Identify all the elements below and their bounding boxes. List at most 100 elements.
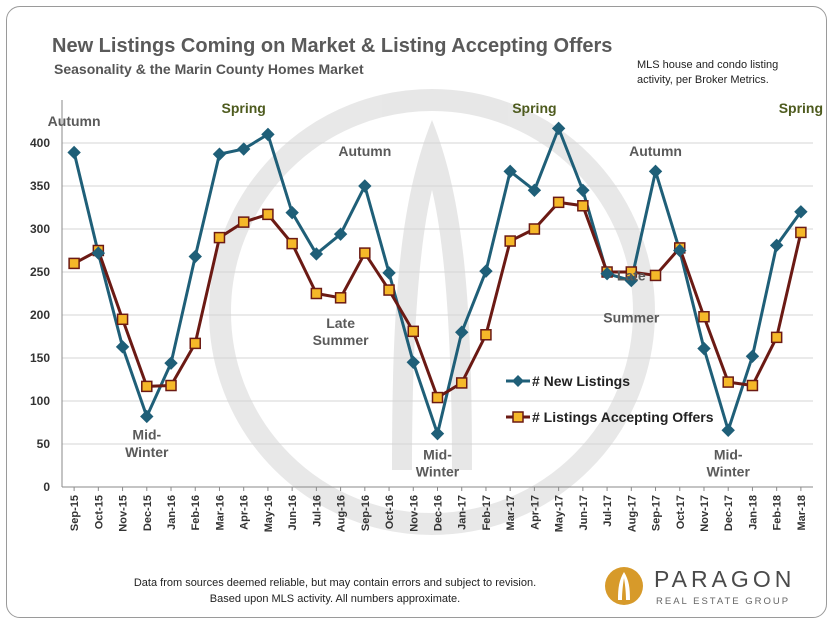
data-point-accepting-offers (116, 313, 129, 326)
x-tick-label: May-17 (554, 495, 566, 532)
x-tick-label: Nov-16 (408, 495, 420, 532)
x-tick-label: Apr-17 (529, 495, 541, 530)
data-point-new-listings (673, 243, 687, 258)
annotation-label: Winter (125, 444, 169, 460)
data-point-new-listings (140, 409, 154, 424)
data-point-new-listings (624, 273, 639, 288)
annotation-label: Spring (222, 100, 266, 116)
data-point-new-listings (188, 249, 202, 264)
legend-marker-new-listings (512, 375, 524, 387)
data-point-new-listings (551, 121, 566, 136)
annotation-label: Spring (512, 100, 556, 116)
data-point-accepting-offers (359, 247, 371, 259)
y-tick-label: 200 (30, 308, 50, 322)
y-tick-label: 400 (30, 136, 50, 150)
x-tick-label: Sep-17 (651, 495, 663, 531)
data-point-accepting-offers (334, 292, 347, 304)
y-tick-label: 350 (30, 179, 50, 193)
x-tick-label: Jul-16 (311, 495, 323, 527)
data-point-accepting-offers (237, 216, 250, 228)
data-point-new-listings (115, 340, 130, 354)
annotation-label: Winter (416, 464, 460, 480)
line-chart: 0 50 100 150 200 250 300 350 400 Sep-15 Oct-15 Nov-… (30, 89, 823, 535)
data-point-accepting-offers (577, 200, 589, 212)
watermark-mark (392, 120, 472, 470)
x-tick-label: Oct-15 (93, 495, 105, 529)
data-point-accepting-offers (68, 257, 80, 270)
x-tick-label: Sep-16 (360, 495, 372, 531)
data-point-new-listings (697, 341, 711, 356)
footer-line-2: Based upon MLS activity. All numbers app… (209, 593, 461, 605)
data-point-accepting-offers (698, 310, 710, 323)
data-point-new-listings (600, 267, 614, 281)
data-point-new-listings (236, 142, 251, 156)
x-tick-label: Dec-15 (142, 495, 154, 531)
x-tick-label: Jul-17 (602, 495, 614, 527)
x-tick-label: Sep-15 (69, 495, 81, 531)
data-point-accepting-offers (552, 196, 565, 209)
x-tick-label: Mar-18 (796, 495, 808, 530)
annotation-label: Spring (779, 100, 823, 116)
data-point-new-listings (721, 423, 735, 437)
data-point-accepting-offers (165, 379, 177, 392)
x-tick-label: Jan-16 (166, 495, 178, 530)
data-point-accepting-offers (649, 269, 662, 282)
annotation-label: Winter (706, 464, 750, 480)
x-tick-label: Mar-17 (505, 495, 517, 530)
data-point-new-listings (358, 179, 372, 193)
legend-label-accepting-offers: # Listings Accepting Offers (532, 409, 714, 425)
y-tick-label: 100 (30, 394, 50, 408)
y-tick-label: 50 (37, 437, 51, 451)
x-tick-label: Feb-18 (772, 495, 784, 530)
paragon-logo-icon (605, 567, 643, 605)
x-tick-label: Mar-16 (214, 495, 226, 530)
annotation-label: Late (326, 315, 355, 331)
data-point-new-listings (648, 164, 663, 179)
data-point-accepting-offers (407, 325, 420, 338)
data-point-new-listings (769, 238, 784, 253)
y-tick-label: 0 (43, 480, 50, 494)
data-point-accepting-offers (141, 380, 153, 393)
annotation-label: Autumn (629, 143, 682, 159)
data-point-accepting-offers (480, 329, 492, 341)
data-point-new-listings (309, 247, 324, 261)
chart-frame (6, 6, 827, 618)
data-point-new-listings (382, 266, 396, 280)
y-tick-label: 250 (30, 265, 50, 279)
data-point-accepting-offers (770, 331, 783, 344)
data-point-new-listings (527, 183, 542, 198)
x-tick-label: Feb-16 (190, 495, 202, 530)
data-point-new-listings (285, 205, 299, 220)
annotation-label: Mid- (423, 446, 452, 462)
annotation-label: Summer (603, 310, 660, 326)
annotation-label: Mid- (132, 427, 161, 443)
annotation-label: Mid- (714, 446, 743, 462)
data-point-new-listings (794, 205, 808, 219)
footer-disclaimer: Data from sources deemed reliable, but m… (120, 575, 550, 607)
brand-name: PARAGON (654, 566, 796, 592)
x-tick-label: Jun-16 (287, 495, 299, 530)
x-tick-label: Aug-17 (626, 495, 638, 532)
x-tick-label: Aug-16 (336, 495, 348, 532)
data-point-accepting-offers (746, 379, 759, 392)
x-tick-label: Nov-15 (118, 495, 130, 532)
data-point-accepting-offers (310, 287, 323, 300)
x-tick-label: Oct-17 (675, 495, 687, 529)
x-tick-label: Jun-17 (578, 495, 590, 530)
data-point-new-listings (91, 246, 106, 260)
data-point-accepting-offers (286, 237, 298, 250)
watermark-logo (209, 89, 655, 535)
data-point-new-listings (745, 349, 760, 363)
x-tick-label: Oct-16 (384, 495, 396, 529)
x-tick-label: May-16 (263, 495, 275, 532)
x-tick-label: Dec-16 (433, 495, 445, 531)
data-point-new-listings (164, 356, 178, 370)
legend-marker-accepting-offers (512, 411, 524, 423)
data-point-new-listings (261, 127, 275, 142)
annotation-label: Autumn (48, 113, 101, 129)
data-point-new-listings (67, 145, 81, 160)
data-point-accepting-offers (795, 226, 807, 239)
x-tick-label: Apr-16 (239, 495, 251, 530)
data-point-accepting-offers (262, 208, 274, 221)
data-point-accepting-offers (431, 391, 444, 404)
